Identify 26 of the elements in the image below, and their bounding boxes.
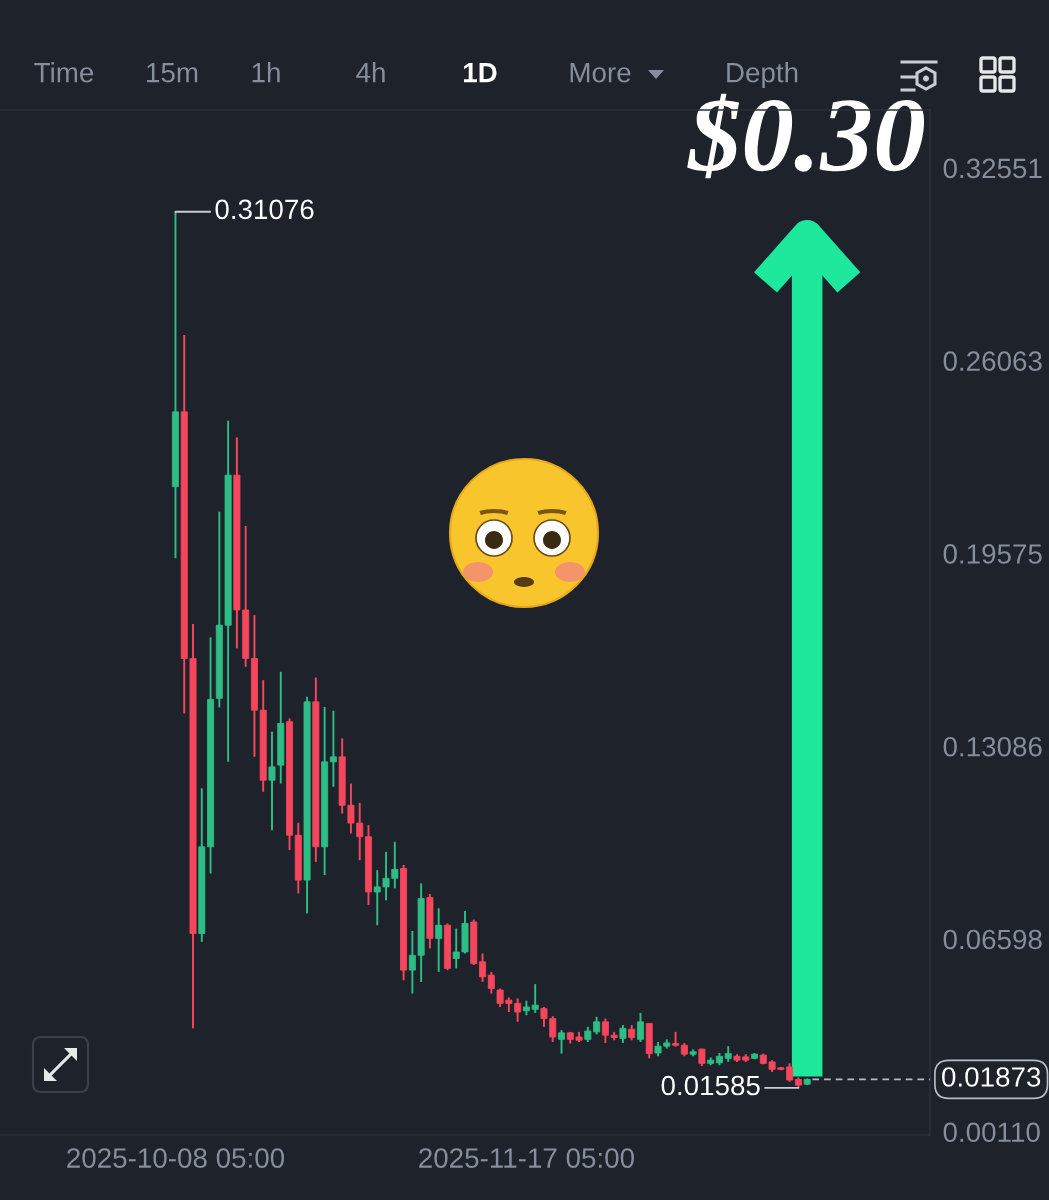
text: Time (34, 62, 94, 83)
candlestick (329, 709, 337, 788)
x-tick-label: 2025-11-17 05:00 (419, 1148, 634, 1168)
y-tick-label: 0.19575 (943, 544, 1042, 564)
annotation: 0.31076 (215, 199, 314, 220)
x-tick-label: 2025-10-08 05:00 (67, 1148, 285, 1168)
candlestick (636, 1011, 644, 1043)
y-tick-label: 0.00110 (943, 1122, 1040, 1143)
text: 4h (356, 62, 385, 83)
candlestick (435, 907, 443, 973)
candlestick (268, 730, 276, 832)
text: 1h (252, 62, 280, 83)
y-tick-label: 0.06598 (943, 929, 1042, 950)
candlestick (558, 1029, 565, 1055)
y-tick-label: 0.13086 (943, 736, 1042, 757)
text: Depth (727, 62, 798, 88)
text: 15m (147, 63, 198, 83)
y-tick-label: 0.26063 (943, 351, 1042, 371)
text: 1D (464, 63, 497, 83)
annotation: $0.30 (687, 93, 925, 179)
text: More (570, 63, 631, 83)
ref-line-label: 0.01873 (942, 1067, 1041, 1087)
candlestick (487, 970, 495, 995)
annotation: 0.01585 (661, 1075, 760, 1096)
candlestick (479, 952, 487, 983)
y-tick-label: 0.32551 (943, 158, 1042, 179)
